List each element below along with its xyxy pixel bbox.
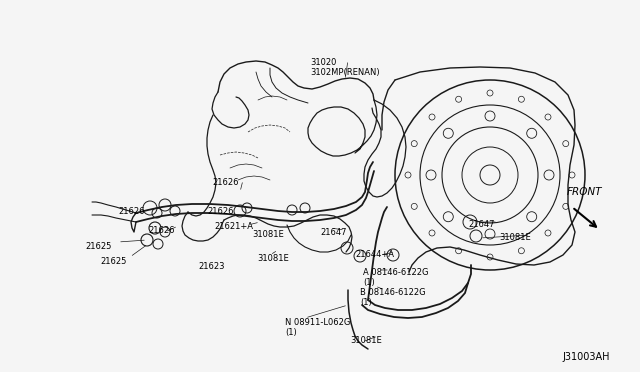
Text: 31081E: 31081E	[499, 233, 531, 242]
Text: 31081E: 31081E	[257, 254, 289, 263]
Text: 21647: 21647	[468, 220, 495, 229]
Text: A 08146-6122G
(1): A 08146-6122G (1)	[363, 268, 429, 288]
Text: N 08911-L062G
(1): N 08911-L062G (1)	[285, 318, 350, 337]
Text: 21625: 21625	[100, 257, 126, 266]
Text: 21644+A: 21644+A	[355, 250, 394, 259]
Text: FRONT: FRONT	[567, 187, 602, 197]
Text: 21626: 21626	[148, 226, 175, 235]
Text: 21623: 21623	[198, 262, 225, 271]
Text: 31081E: 31081E	[350, 336, 381, 345]
Text: 21626: 21626	[207, 207, 234, 216]
Text: 21625: 21625	[85, 242, 111, 251]
Text: 21647: 21647	[320, 228, 346, 237]
Text: 31081E: 31081E	[252, 230, 284, 239]
Text: 21621+A: 21621+A	[214, 222, 253, 231]
Text: J31003AH: J31003AH	[563, 352, 610, 362]
Text: B 08146-6122G
(1): B 08146-6122G (1)	[360, 288, 426, 307]
Text: 21626: 21626	[212, 178, 239, 187]
Text: 31020
3102MP(RENAN): 31020 3102MP(RENAN)	[310, 58, 380, 77]
Text: 21626: 21626	[118, 207, 145, 216]
